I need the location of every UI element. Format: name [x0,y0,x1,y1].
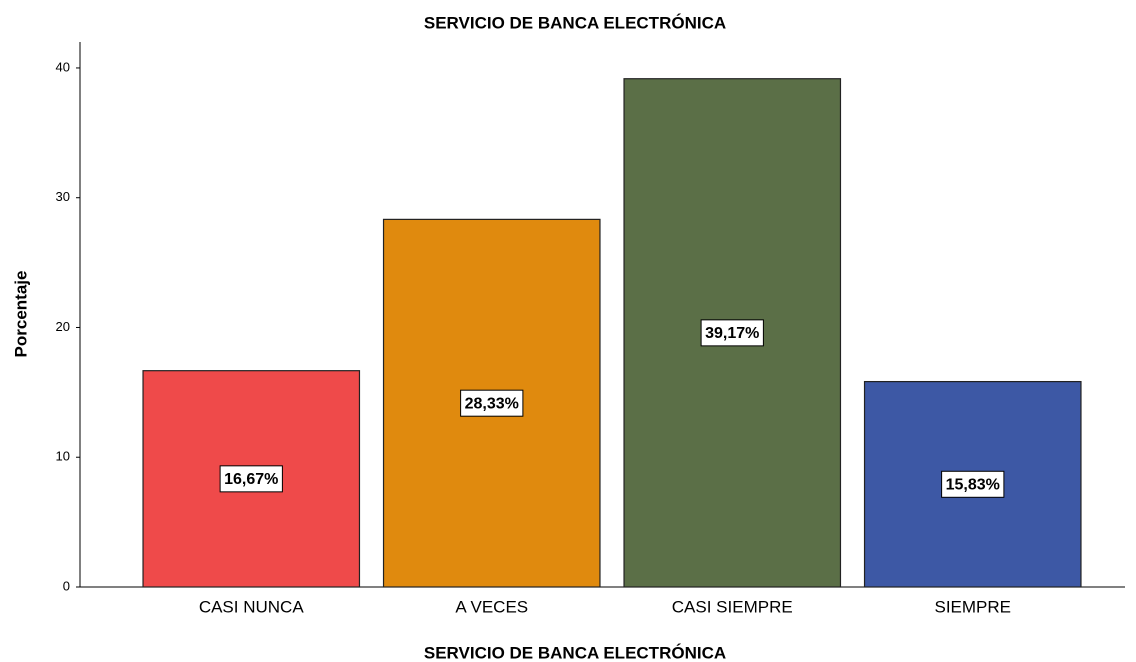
data-label-box [700,319,764,347]
x-axis-label: SERVICIO DE BANCA ELECTRÓNICA [424,643,726,662]
data-label-box [941,470,1005,498]
chart-title: SERVICIO DE BANCA ELECTRÓNICA [424,13,726,32]
x-tick-label: SIEMPRE [934,597,1011,616]
x-tick-label: A VECES [455,597,528,616]
y-axis-label: Porcentaje [11,271,30,358]
data-label-box [460,389,524,417]
data-label: 28,33% [465,395,519,412]
y-tick-label: 40 [56,59,70,74]
data-label: 15,83% [946,477,1000,494]
data-label: 16,67% [224,471,278,488]
x-tick-label: CASI NUNCA [199,597,305,616]
y-tick-label: 10 [56,449,70,464]
y-tick-label: 30 [56,189,70,204]
data-label: 39,17% [705,325,759,342]
y-tick-label: 0 [63,578,70,593]
y-tick-label: 20 [56,319,70,334]
data-label-box [219,465,283,493]
x-tick-label: CASI SIEMPRE [672,597,793,616]
